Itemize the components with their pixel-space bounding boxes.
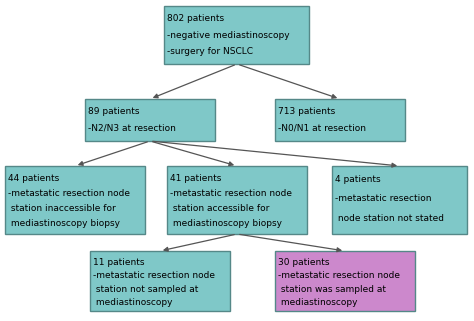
Text: -metastatic resection node: -metastatic resection node — [8, 189, 130, 198]
Text: -metastatic resection: -metastatic resection — [336, 194, 432, 203]
FancyBboxPatch shape — [275, 99, 405, 141]
Text: 30 patients: 30 patients — [278, 258, 329, 267]
FancyBboxPatch shape — [164, 6, 310, 64]
FancyBboxPatch shape — [275, 251, 415, 311]
Text: station inaccessible for: station inaccessible for — [8, 204, 116, 213]
Text: 44 patients: 44 patients — [8, 174, 59, 183]
Text: -N0/N1 at resection: -N0/N1 at resection — [278, 124, 366, 133]
Text: node station not stated: node station not stated — [336, 214, 445, 223]
Text: 4 patients: 4 patients — [336, 175, 381, 184]
FancyBboxPatch shape — [5, 166, 145, 234]
Text: -N2/N3 at resection: -N2/N3 at resection — [88, 124, 176, 133]
Text: 802 patients: 802 patients — [167, 14, 225, 23]
Text: 11 patients: 11 patients — [93, 258, 145, 267]
FancyBboxPatch shape — [167, 166, 307, 234]
Text: mediastinoscopy biopsy: mediastinoscopy biopsy — [8, 219, 120, 228]
Text: station not sampled at: station not sampled at — [93, 285, 199, 294]
Text: mediastinoscopy biopsy: mediastinoscopy biopsy — [170, 219, 282, 228]
FancyBboxPatch shape — [85, 99, 215, 141]
Text: station accessible for: station accessible for — [170, 204, 269, 213]
Text: -metastatic resection node: -metastatic resection node — [278, 271, 400, 280]
FancyBboxPatch shape — [90, 251, 230, 311]
FancyBboxPatch shape — [332, 166, 467, 234]
Text: station was sampled at: station was sampled at — [278, 285, 386, 294]
Text: 713 patients: 713 patients — [278, 107, 335, 116]
Text: mediastinoscopy: mediastinoscopy — [93, 298, 173, 307]
Text: 41 patients: 41 patients — [170, 174, 221, 183]
Text: -negative mediastinoscopy: -negative mediastinoscopy — [167, 30, 290, 39]
Text: -metastatic resection node: -metastatic resection node — [170, 189, 292, 198]
Text: mediastinoscopy: mediastinoscopy — [278, 298, 357, 307]
Text: -metastatic resection node: -metastatic resection node — [93, 271, 215, 280]
Text: 89 patients: 89 patients — [88, 107, 139, 116]
Text: -surgery for NSCLC: -surgery for NSCLC — [167, 47, 254, 56]
